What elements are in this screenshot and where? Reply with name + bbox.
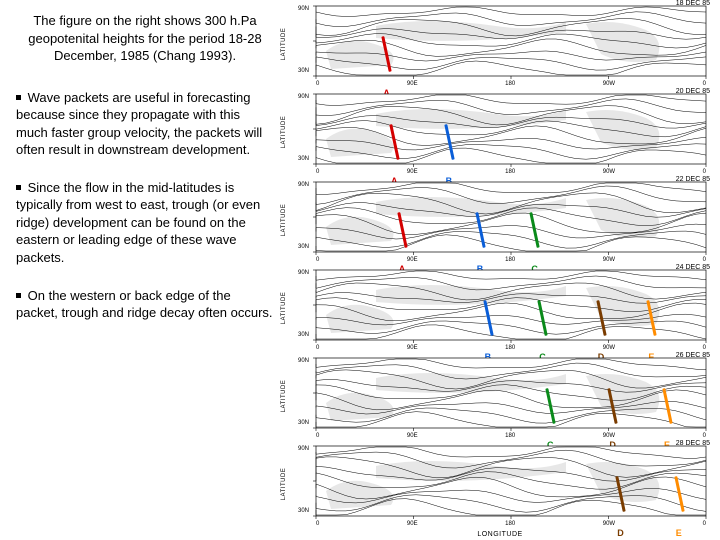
marker-label: E — [676, 528, 682, 538]
y-axis-label: LATITUDE — [281, 468, 287, 501]
y-tick-labels: 90N30N — [298, 446, 309, 514]
chart-panel: LATITUDE90N30N24 DEC 85090E18090W0BCDE — [286, 266, 714, 350]
chart-panel: LATITUDE90N30N22 DEC 85090E18090W0ABC — [286, 178, 714, 262]
bullet-icon — [16, 185, 21, 190]
chart-panel: LATITUDE90N30N20 DEC 85090E18090W0AB — [286, 90, 714, 174]
x-tick-labels: 090E18090W0 — [316, 345, 706, 351]
y-tick-labels: 90N30N — [298, 6, 309, 74]
chart-panel: LATITUDE90N30N18 DEC 85090E18090W0A — [286, 2, 714, 86]
chart-panel: LATITUDE90N30N28 DEC 85090E18090W0DELONG… — [286, 442, 714, 526]
intro-text: The figure on the right shows 300 h.Pa g… — [16, 12, 274, 65]
panel-date: 18 DEC 85 — [676, 0, 710, 7]
y-axis-label: LATITUDE — [281, 116, 287, 149]
y-axis-label: LATITUDE — [281, 292, 287, 325]
paragraph-3-text: On the western or back edge of the packe… — [16, 288, 273, 321]
y-tick-labels: 90N30N — [298, 358, 309, 426]
paragraph-3: On the western or back edge of the packe… — [16, 287, 274, 322]
marker-label: D — [617, 528, 624, 538]
panel-date: 22 DEC 85 — [676, 176, 710, 183]
bullet-icon — [16, 95, 21, 100]
panel-date: 24 DEC 85 — [676, 264, 710, 271]
y-tick-labels: 90N30N — [298, 182, 309, 250]
x-tick-labels: 090E18090W0 — [316, 257, 706, 263]
x-axis-label: LONGITUDE — [477, 531, 522, 538]
bullet-icon — [16, 293, 21, 298]
contour-map — [286, 178, 714, 262]
chart-panel: LATITUDE90N30N26 DEC 85090E18090W0CDE — [286, 354, 714, 438]
paragraph-1-text: Wave packets are useful in forecasting b… — [16, 90, 262, 158]
x-tick-labels: 090E18090W0 — [316, 433, 706, 439]
y-axis-label: LATITUDE — [281, 380, 287, 413]
contour-map — [286, 442, 714, 526]
y-tick-labels: 90N30N — [298, 270, 309, 338]
x-tick-labels: 090E18090W0 — [316, 521, 706, 527]
chart-column: LATITUDE90N30N18 DEC 85090E18090W0ALATIT… — [284, 0, 720, 540]
contour-map — [286, 90, 714, 174]
paragraph-2: Since the flow in the mid-latitudes is t… — [16, 179, 274, 267]
y-axis-label: LATITUDE — [281, 28, 287, 61]
contour-map — [286, 2, 714, 86]
panel-date: 28 DEC 85 — [676, 440, 710, 447]
text-column: The figure on the right shows 300 h.Pa g… — [0, 0, 284, 540]
contour-map — [286, 354, 714, 438]
paragraph-2-text: Since the flow in the mid-latitudes is t… — [16, 180, 260, 265]
panel-date: 26 DEC 85 — [676, 352, 710, 359]
panel-date: 20 DEC 85 — [676, 88, 710, 95]
paragraph-1: Wave packets are useful in forecasting b… — [16, 89, 274, 159]
y-tick-labels: 90N30N — [298, 94, 309, 162]
x-tick-labels: 090E18090W0 — [316, 81, 706, 87]
x-tick-labels: 090E18090W0 — [316, 169, 706, 175]
y-axis-label: LATITUDE — [281, 204, 287, 237]
